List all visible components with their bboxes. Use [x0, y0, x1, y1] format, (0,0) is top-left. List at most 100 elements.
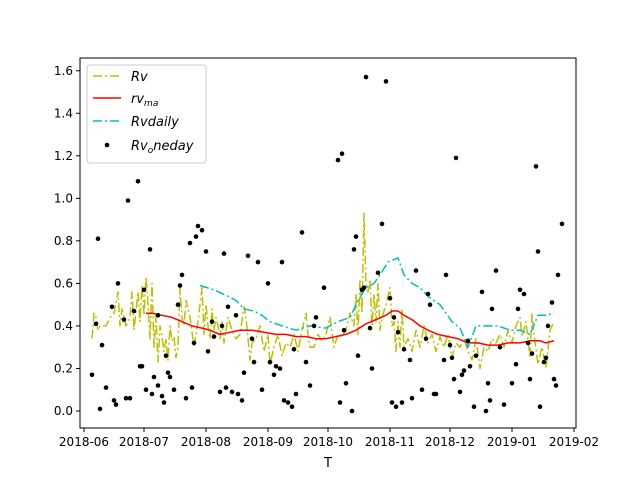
marker-rv-oneday — [447, 342, 453, 348]
marker-rv-oneday — [195, 223, 201, 229]
marker-rv-oneday — [171, 387, 177, 393]
y-tick-label: 0.4 — [54, 319, 73, 333]
marker-rv-oneday — [453, 155, 459, 161]
marker-rv-oneday — [459, 372, 465, 378]
y-tick-label: 1.2 — [54, 149, 73, 163]
marker-rv-oneday — [99, 342, 105, 348]
marker-rv-oneday — [467, 364, 473, 369]
marker-rv-oneday — [485, 381, 491, 386]
marker-rv-oneday — [189, 385, 195, 390]
marker-rv-oneday — [529, 351, 535, 356]
marker-rv-oneday — [465, 338, 471, 344]
marker-rv-oneday — [125, 198, 131, 203]
x-tick-label: 2018-08 — [181, 435, 231, 449]
marker-rv-oneday — [471, 404, 477, 410]
marker-rv-oneday — [151, 374, 157, 380]
marker-rv-oneday — [103, 385, 109, 390]
marker-rv-oneday — [135, 179, 141, 184]
marker-rv-oneday — [339, 151, 345, 156]
marker-rv-oneday — [219, 323, 225, 329]
marker-rv-oneday — [245, 253, 251, 259]
marker-rv-oneday — [559, 221, 565, 227]
series-line-rv — [91, 212, 555, 370]
marker-rv-oneday — [115, 281, 121, 286]
x-axis-title: T — [323, 456, 332, 471]
x-tick-label: 2018-10 — [303, 435, 353, 449]
marker-rv-oneday — [193, 234, 199, 239]
marker-rv-oneday — [109, 304, 115, 310]
marker-rv-oneday — [427, 302, 433, 308]
marker-rv-oneday — [113, 402, 119, 407]
marker-rv-oneday — [111, 398, 117, 403]
marker-rv-oneday — [337, 400, 343, 405]
marker-rv-oneday — [399, 400, 405, 405]
y-tick-label: 0.6 — [54, 276, 73, 290]
marker-rv-oneday — [205, 349, 211, 354]
marker-rv-oneday — [335, 157, 341, 163]
marker-rv-oneday — [483, 408, 489, 414]
marker-rv-oneday — [121, 317, 127, 322]
marker-rv-oneday — [127, 395, 133, 401]
marker-rv-oneday — [545, 323, 551, 329]
y-tick-label: 1.0 — [54, 191, 73, 205]
marker-rv-oneday — [535, 249, 541, 254]
marker-rv-oneday — [407, 357, 413, 363]
x-tick-label: 2018-11 — [365, 435, 415, 449]
marker-rv-oneday — [517, 287, 523, 293]
marker-rv-oneday — [255, 259, 261, 265]
marker-rv-oneday — [141, 287, 147, 293]
marker-rv-oneday — [369, 366, 375, 371]
marker-rv-oneday — [393, 404, 399, 410]
marker-rv-oneday — [209, 319, 215, 325]
marker-rv-oneday — [211, 334, 217, 339]
y-tick-label: 0.8 — [54, 234, 73, 248]
marker-rv-oneday — [479, 289, 485, 295]
series-line-rvdaily — [199, 257, 555, 348]
x-tick-label: 2019-02 — [549, 435, 599, 449]
marker-rv-oneday — [165, 370, 171, 376]
marker-rv-oneday — [299, 230, 305, 235]
marker-rv-oneday — [551, 376, 557, 382]
marker-rv-oneday — [401, 347, 407, 352]
marker-rv-oneday — [367, 325, 373, 331]
marker-rv-oneday — [493, 268, 499, 273]
marker-rv-oneday — [425, 291, 431, 297]
marker-rv-oneday — [97, 406, 103, 412]
marker-rv-oneday — [533, 164, 539, 169]
marker-rv-oneday — [553, 383, 559, 388]
marker-rv-oneday — [321, 285, 327, 291]
marker-rv-oneday — [203, 249, 209, 254]
marker-rv-oneday — [249, 336, 255, 342]
marker-rv-oneday — [285, 400, 291, 405]
legend-label-rv: Rv — [131, 70, 148, 85]
marker-rv-oneday — [175, 302, 181, 308]
x-tick-label: 2018-12 — [425, 435, 475, 449]
marker-rv-oneday — [161, 400, 167, 405]
marker-rv-oneday — [143, 387, 149, 393]
marker-rv-oneday — [217, 389, 223, 395]
marker-rv-oneday — [159, 393, 165, 399]
marker-rv-oneday — [537, 404, 543, 410]
marker-rv-oneday — [419, 387, 425, 393]
marker-rv-oneday — [93, 321, 99, 327]
marker-rv-oneday — [355, 353, 361, 359]
marker-rv-oneday — [271, 372, 277, 378]
marker-rv-oneday — [543, 355, 549, 361]
marker-rv-oneday — [281, 398, 287, 403]
x-axis: 2018-06 2018-07 2018-08 2018-09 2018-10 2018-… — [59, 428, 599, 449]
marker-rv-oneday — [293, 391, 299, 397]
legend-label-rvdaily: Rvdaily — [131, 115, 179, 130]
marker-rv-oneday — [123, 395, 129, 401]
marker-rv-oneday — [457, 389, 463, 395]
marker-rv-oneday — [497, 344, 503, 350]
marker-rv-oneday — [449, 355, 455, 361]
marker-rv-oneday — [363, 74, 369, 80]
marker-rv-oneday — [191, 340, 197, 346]
y-tick-label: 1.4 — [54, 106, 73, 120]
marker-rv-oneday — [501, 402, 507, 407]
marker-rv-oneday — [443, 272, 449, 278]
marker-rv-oneday — [223, 385, 229, 390]
marker-rv-oneday — [441, 357, 447, 363]
marker-rv-oneday — [155, 383, 161, 388]
